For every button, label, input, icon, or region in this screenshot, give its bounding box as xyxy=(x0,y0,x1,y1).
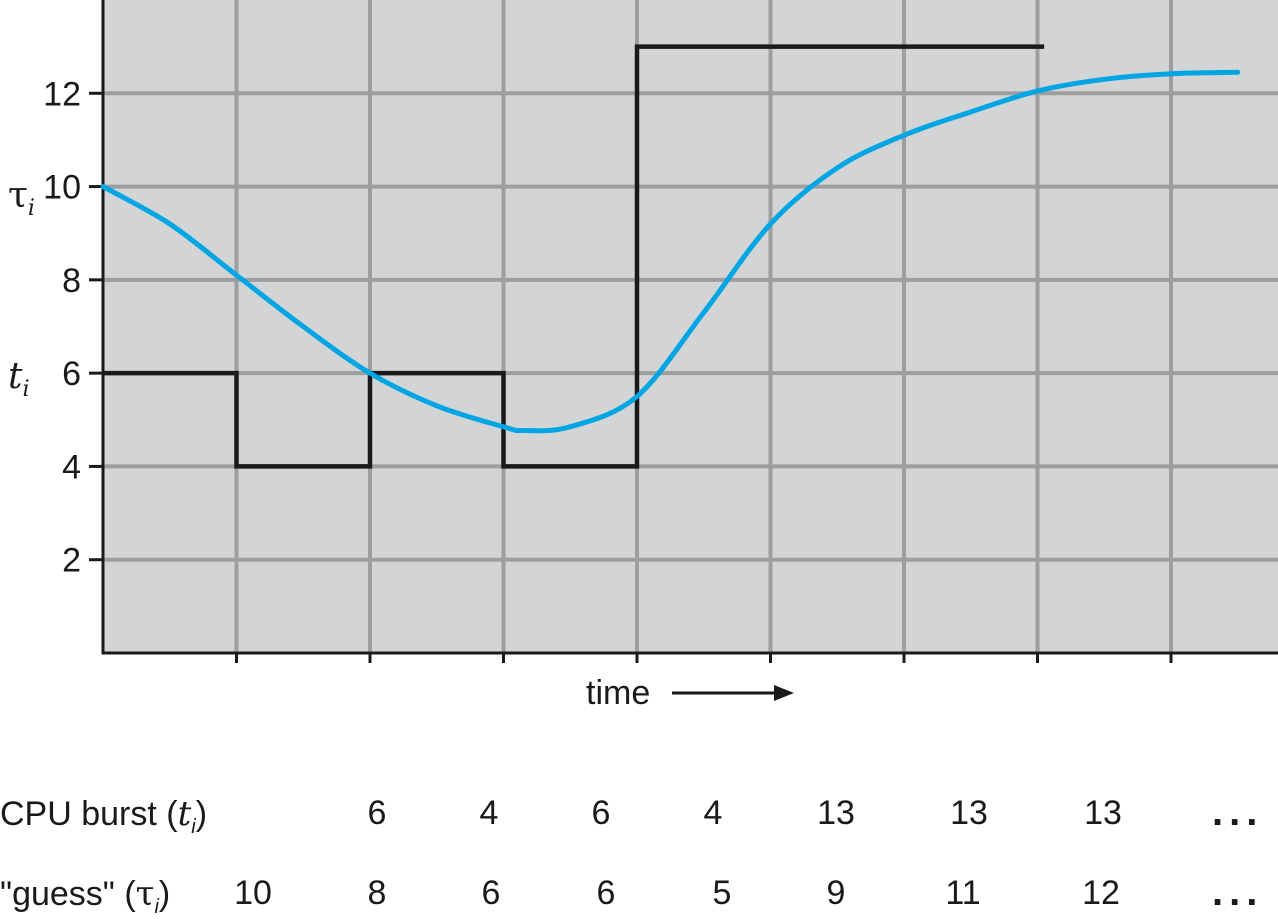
cpu-burst-label-end: ) xyxy=(195,795,208,833)
guess-row-label: "guess" (τi) xyxy=(0,874,170,919)
y-tick-label: 6 xyxy=(62,355,81,393)
guess-value: 12 xyxy=(1082,874,1120,912)
guess-label-text: "guess" ( xyxy=(0,875,136,913)
cpu-burst-value: 13 xyxy=(1084,794,1122,832)
cpu-burst-value: 6 xyxy=(367,794,387,832)
y-tick-label: 8 xyxy=(62,262,81,300)
cpu-burst-step-line xyxy=(103,44,1045,469)
tau-axis-label: τi xyxy=(8,175,35,221)
guess-value: 5 xyxy=(712,874,732,912)
y-tick-label: 10 xyxy=(43,169,81,207)
grid xyxy=(103,0,1278,653)
guess-label-subscript: i xyxy=(154,895,159,918)
t-subscript: i xyxy=(22,377,29,402)
x-axis-title: time xyxy=(586,674,794,712)
guess-value: 10 xyxy=(234,874,272,912)
guess-value: 11 xyxy=(945,874,981,912)
time-arrow-head xyxy=(774,685,794,701)
cpu-burst-value: 6 xyxy=(591,794,611,832)
y-tick-label: 2 xyxy=(62,542,81,580)
axes xyxy=(89,0,1278,663)
cpu-burst-ellipsis: ... xyxy=(1212,790,1264,834)
series-layer xyxy=(100,44,1241,469)
cpu-burst-value: 4 xyxy=(479,794,499,832)
t-symbol: t xyxy=(8,356,23,397)
cpu-burst-label-subscript: i xyxy=(191,815,196,838)
y-tick-labels: 2 4 6 8 10 12 xyxy=(43,75,81,579)
cpu-burst-value: 4 xyxy=(703,794,723,832)
guess-curve xyxy=(100,69,1241,434)
tau-subscript: i xyxy=(28,196,35,221)
guess-value: 6 xyxy=(596,874,616,912)
time-label: time xyxy=(586,674,650,712)
y-tick-label: 4 xyxy=(62,448,81,486)
cpu-burst-value: 13 xyxy=(950,794,988,832)
cpu-burst-label-text: CPU burst ( xyxy=(0,795,178,833)
guess-ellipsis: ... xyxy=(1212,870,1264,914)
cpu-burst-row-label: CPU burst (ti) xyxy=(0,794,207,839)
y-tick-label: 12 xyxy=(43,75,81,113)
cpu-burst-label-symbol: t xyxy=(177,794,192,834)
guess-value: 8 xyxy=(367,874,387,912)
guess-label-symbol: τ xyxy=(135,874,155,914)
t-axis-label: ti xyxy=(8,356,30,402)
cpu-burst-value: 13 xyxy=(817,794,855,832)
tau-symbol: τ xyxy=(8,175,28,216)
guess-value: 6 xyxy=(481,874,501,912)
guess-label-end: ) xyxy=(158,875,171,913)
guess-value: 9 xyxy=(826,874,846,912)
